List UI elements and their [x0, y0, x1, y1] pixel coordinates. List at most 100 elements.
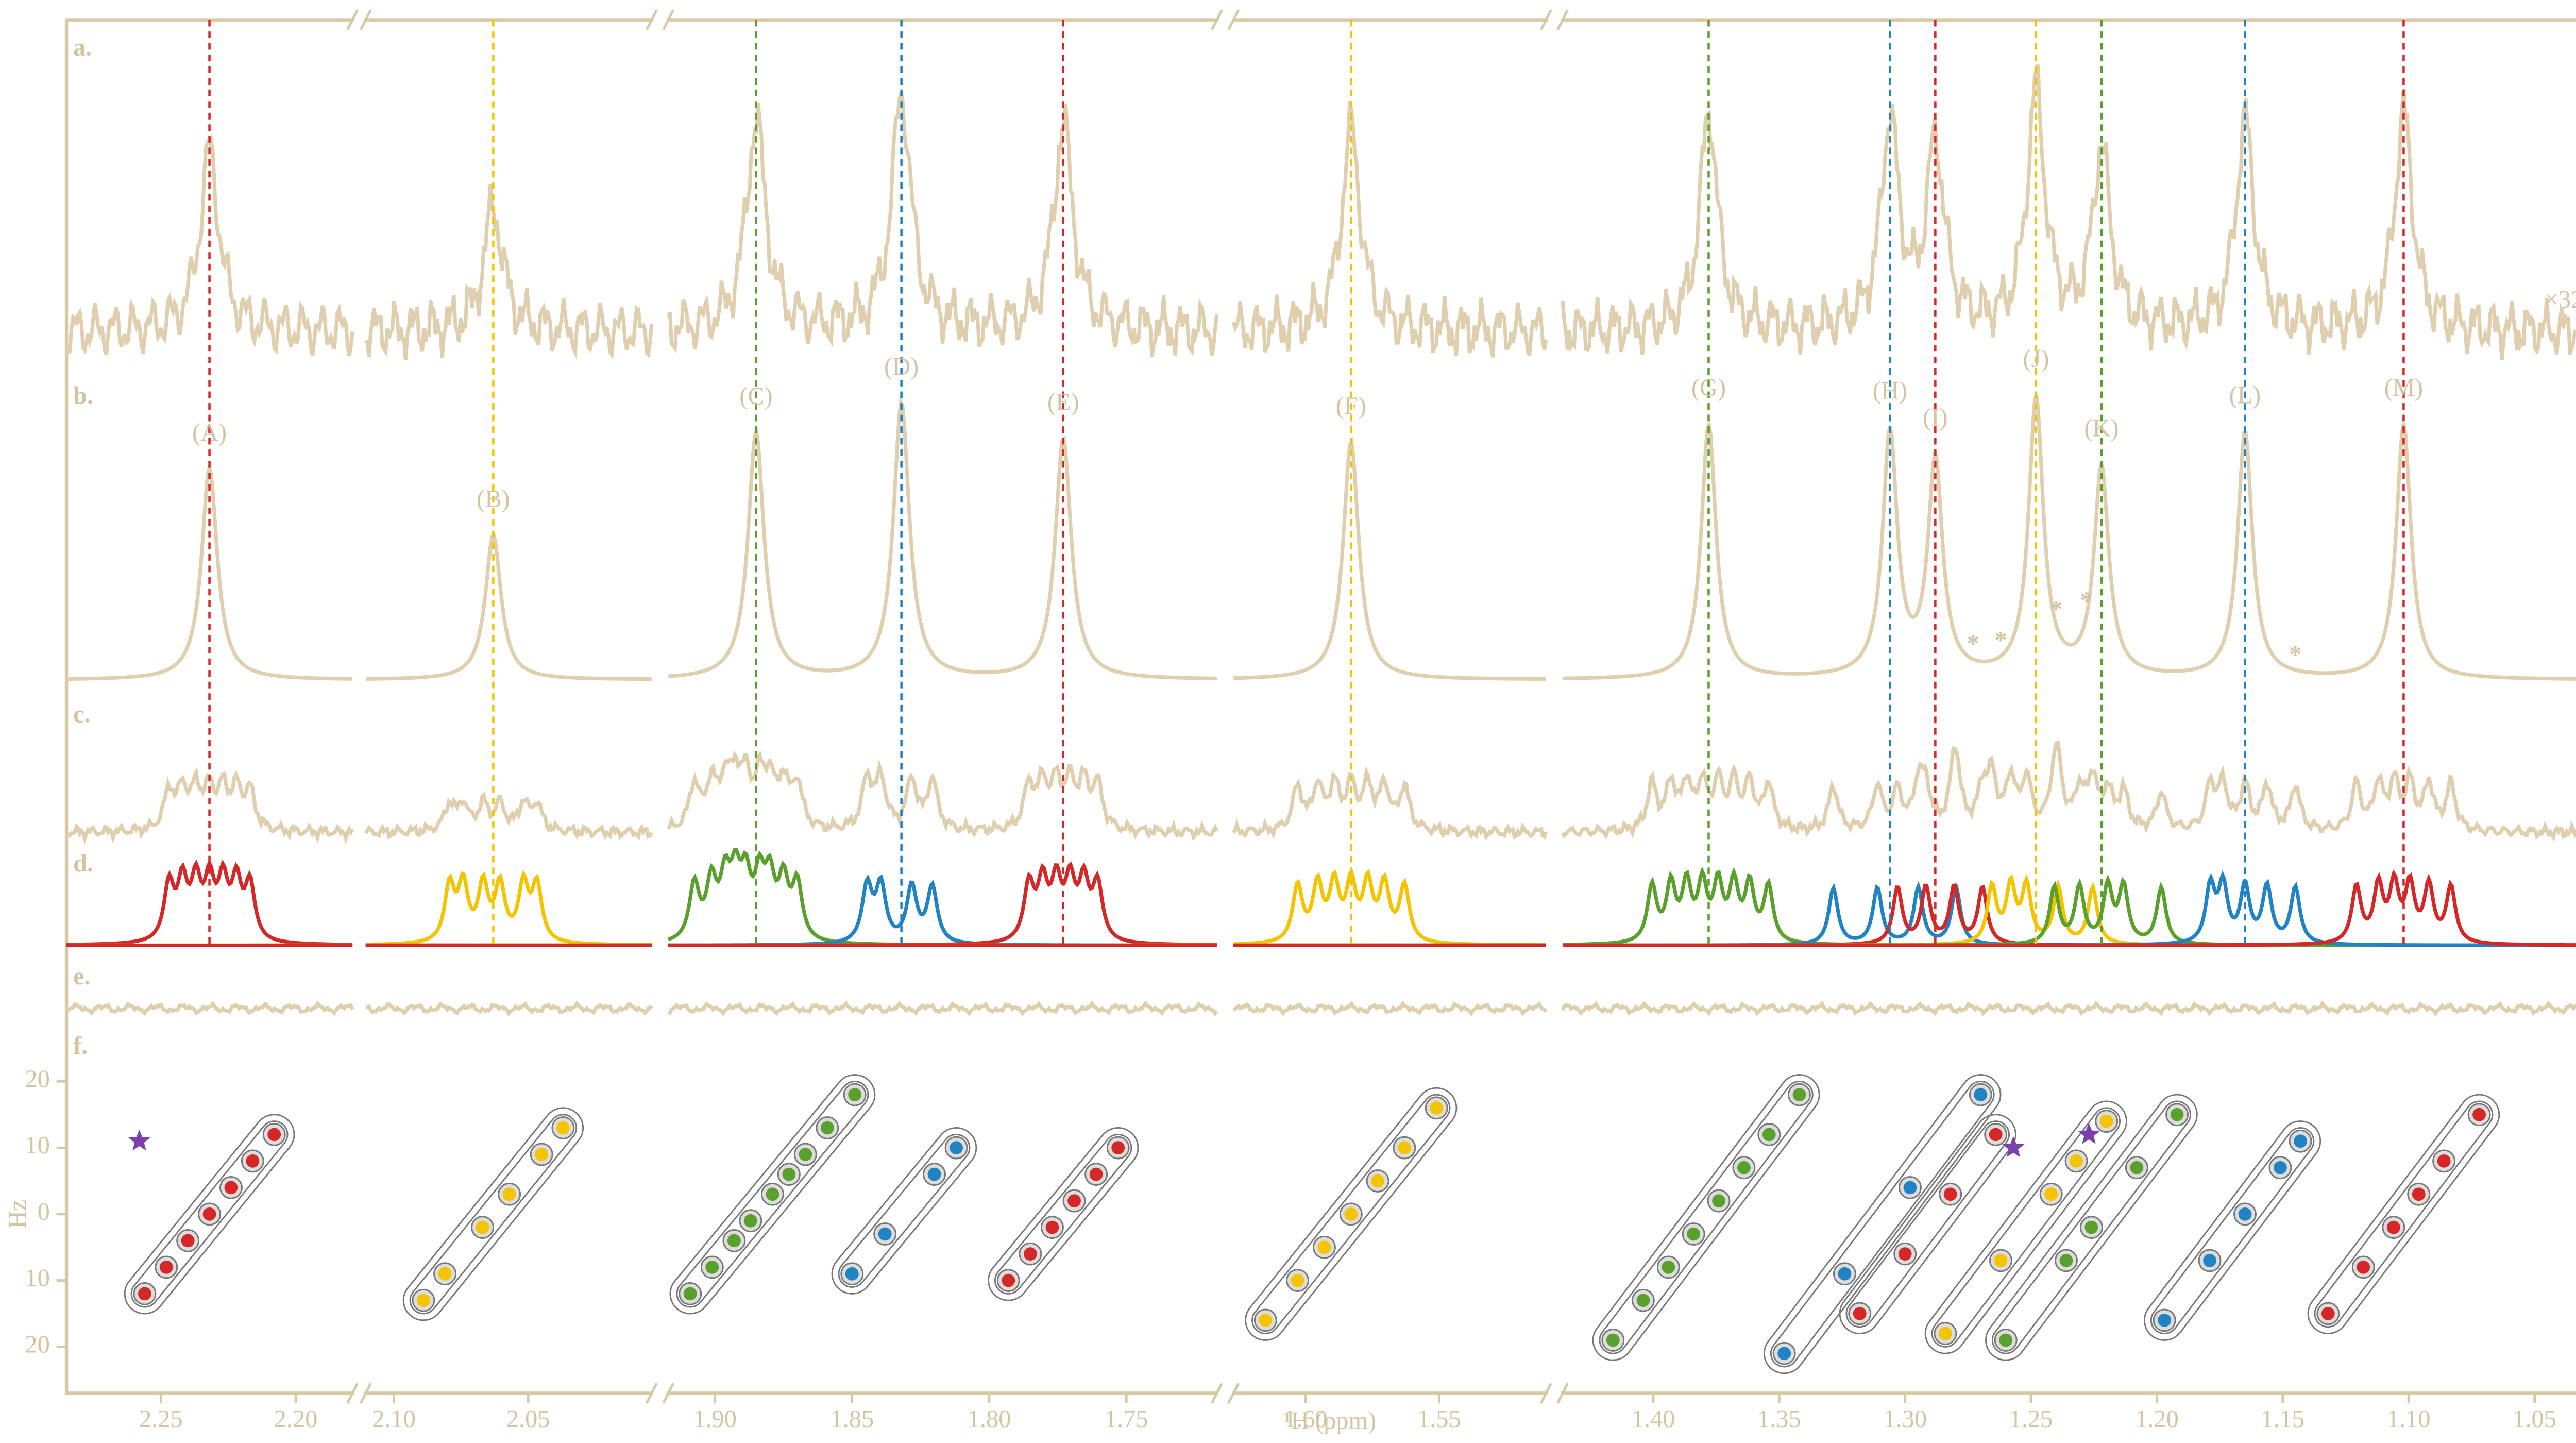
x-tick-label: 1.20	[2135, 1405, 2179, 1433]
spot	[267, 1128, 281, 1142]
spot	[1994, 1254, 2008, 1267]
y-tick-label: 10	[25, 1132, 49, 1159]
spot	[1737, 1161, 1751, 1174]
annotation: *	[1994, 627, 2007, 654]
contour	[994, 1133, 1132, 1295]
contour	[2314, 1100, 2494, 1328]
spot	[2238, 1207, 2252, 1221]
spot	[416, 1294, 430, 1307]
axis-break	[360, 1383, 372, 1404]
spot	[1317, 1240, 1331, 1254]
spot	[1999, 1333, 2013, 1347]
peak-label: (I)	[1923, 404, 1947, 431]
contour	[1245, 1087, 1458, 1341]
axis-break-gap	[1547, 1388, 1561, 1399]
spot	[246, 1154, 260, 1168]
spot	[1023, 1247, 1037, 1261]
spot	[2274, 1161, 2287, 1174]
axis-break-gap	[1218, 14, 1232, 25]
trace-a	[1561, 64, 2576, 360]
spot	[1045, 1220, 1059, 1234]
trace-b	[668, 395, 1217, 680]
spot	[2070, 1154, 2083, 1168]
spot	[766, 1187, 779, 1201]
peak-label: (G)	[1691, 374, 1726, 401]
x-tick-label: 1.30	[1883, 1405, 1927, 1433]
spot	[799, 1148, 812, 1161]
spot	[1898, 1247, 1912, 1261]
panel-label: b.	[73, 382, 93, 410]
axis-break-gap	[354, 1388, 364, 1399]
spot	[556, 1121, 570, 1135]
spot	[2158, 1313, 2172, 1327]
axis-break	[662, 9, 674, 31]
spot	[1606, 1333, 1620, 1347]
x-tick-label: 1.90	[693, 1405, 737, 1433]
x-tick-label: 1.15	[2261, 1405, 2304, 1433]
trace-b	[1562, 394, 2576, 681]
spot	[476, 1220, 489, 1234]
contour	[130, 1120, 289, 1308]
spot	[502, 1187, 516, 1201]
trace-e	[65, 1000, 354, 1016]
spot	[2321, 1307, 2335, 1320]
contour	[2150, 1127, 2315, 1335]
spot	[2294, 1134, 2307, 1148]
axis-break	[1539, 1383, 1552, 1404]
x-tick-label: 2.25	[139, 1405, 183, 1433]
axis-break-gap	[653, 14, 667, 25]
trace-e	[365, 1000, 653, 1017]
trace-b	[365, 531, 652, 681]
spot	[1398, 1141, 1411, 1154]
axis-break	[1556, 9, 1569, 31]
panel-label: f.	[73, 1032, 88, 1060]
x-tick-label: 1.05	[2513, 1405, 2556, 1433]
spot	[2170, 1108, 2184, 1121]
axis-break	[1227, 9, 1240, 31]
x-tick-label: 1.55	[1417, 1405, 1461, 1433]
x-tick-label: 2.05	[506, 1405, 550, 1433]
trace-a	[64, 133, 354, 357]
spot	[1939, 1327, 1952, 1340]
spot	[1067, 1194, 1081, 1207]
spot	[1636, 1294, 1650, 1307]
trace-c	[65, 766, 354, 845]
spot	[845, 1267, 859, 1281]
contour	[1763, 1074, 2002, 1374]
peak-label: (H)	[1873, 377, 1907, 405]
trace-a	[666, 92, 1219, 357]
contour	[676, 1080, 869, 1308]
contour	[1845, 1120, 2010, 1328]
x-tick-label: 1.75	[1105, 1405, 1148, 1433]
spot	[1838, 1267, 1852, 1281]
x-axis-label: ¹H (ppm)	[1283, 1407, 1376, 1435]
spot	[1687, 1227, 1701, 1241]
spot	[1089, 1167, 1103, 1181]
axis-break-gap	[1218, 1388, 1232, 1399]
spot	[950, 1141, 963, 1154]
spot	[2059, 1254, 2073, 1267]
spot	[2386, 1220, 2400, 1234]
axis-break	[346, 9, 359, 31]
annotation: *	[2289, 641, 2301, 668]
peak-label: (B)	[477, 485, 510, 513]
axis-break	[1539, 9, 1552, 31]
y-axis-label: Hz	[4, 1200, 31, 1229]
x-tick-label: 1.35	[1757, 1405, 1801, 1433]
annotation: *	[1967, 630, 1979, 657]
contour	[838, 1133, 971, 1288]
trace-d	[1562, 866, 2576, 947]
peak-label: (D)	[884, 353, 919, 380]
spot	[1777, 1347, 1791, 1361]
spot	[1762, 1128, 1776, 1142]
contour	[988, 1127, 1139, 1301]
contour	[124, 1114, 295, 1315]
x-tick-label: 2.20	[274, 1405, 318, 1433]
axis-break	[1211, 1383, 1223, 1404]
trace-d	[365, 869, 652, 947]
spot	[820, 1121, 834, 1135]
spot	[705, 1260, 719, 1274]
spot	[2084, 1220, 2098, 1234]
